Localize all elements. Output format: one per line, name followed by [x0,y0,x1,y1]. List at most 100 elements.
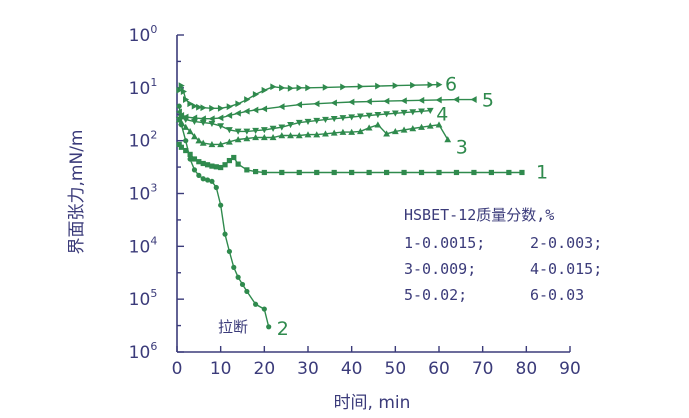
data-point [269,134,277,141]
x-tick-label: 80 [516,359,538,379]
data-point [191,156,198,162]
data-point [175,108,182,116]
data-point [391,110,399,117]
data-point [444,136,452,143]
data-point [365,112,373,119]
data-point [226,103,233,111]
data-point [374,111,382,119]
data-point [348,98,355,106]
data-point [176,103,182,109]
data-point [383,130,390,137]
x-tick-label: 70 [472,359,494,379]
data-point [183,96,190,103]
data-point [365,98,372,105]
series-3: 3 [175,116,468,159]
x-tick-label: 0 [172,359,183,379]
data-point [357,83,364,90]
data-point [252,91,259,98]
x-tick-label: 60 [428,359,450,379]
data-point [213,184,219,191]
legend-entry-4: 4-0.015; [530,260,602,278]
data-point [426,107,434,115]
data-point [295,119,303,126]
y-tick-label: 104 [129,234,158,257]
data-point [313,117,321,124]
data-point [357,113,364,120]
data-point [199,115,206,123]
data-point [295,132,303,139]
data-point [191,133,198,140]
data-point [226,157,232,164]
data-point [383,97,390,105]
data-point [348,128,356,135]
data-point [453,169,460,176]
data-point [366,169,372,176]
data-point [409,125,417,132]
data-point [340,83,347,91]
legend-entry-1: 1-0.0015; [404,234,485,252]
data-point [218,202,224,208]
data-point [217,140,225,148]
data-point [435,96,442,104]
legend-entry-5: 5-0.02; [404,286,467,304]
data-point [400,97,407,105]
data-point [199,139,207,146]
data-point [471,169,477,176]
data-point [239,281,246,288]
legend-title: HSBET-12质量分数,% [404,206,554,224]
data-point [374,121,382,128]
data-point [235,100,242,108]
data-point [235,161,241,167]
data-point [200,104,207,112]
data-point [330,116,338,123]
data-point [253,301,259,307]
series-line [178,109,431,133]
data-point [409,109,417,116]
data-point [488,169,494,176]
data-point [418,123,425,130]
data-point [226,248,232,255]
data-point [191,102,198,110]
data-point [435,121,443,128]
data-point [252,106,259,114]
data-point [209,163,215,169]
data-point [279,84,286,92]
y-tick-label: 103 [129,182,158,205]
legend-entry-3: 3-0.009; [404,260,476,278]
data-point [418,108,425,115]
data-point [208,115,215,123]
data-point [234,128,242,135]
series-label: 3 [456,137,468,159]
y-axis-label: 界面张力,mN/m [67,130,87,255]
series-1: 1 [176,141,548,183]
data-point [365,124,373,131]
data-point [235,274,241,280]
data-point [196,103,203,111]
data-point [178,82,185,90]
x-tick-label: 30 [297,359,319,379]
data-point [200,160,206,167]
data-point [209,178,215,184]
y-tick-label: 102 [129,129,158,152]
data-point [253,168,259,175]
axes: 0 10 20 30 40 50 60 70 80 90 100 101 102 103 104 105 106 [129,23,581,379]
data-point [191,114,198,122]
data-point [244,167,250,173]
data-point [322,116,329,124]
data-point [287,132,294,139]
y-tick-label: 100 [129,23,158,46]
data-point [287,84,294,92]
legend-entry-6: 6-0.03 [530,286,584,304]
data-point [178,144,184,150]
data-point [261,169,267,176]
data-point [176,141,182,147]
data-point [260,127,268,134]
x-tick-label: 20 [254,359,276,379]
data-point [180,88,187,95]
data-point [330,129,338,136]
series-6: 6 [176,74,457,112]
data-point [187,156,193,162]
data-point [426,122,434,129]
data-point [400,109,408,116]
